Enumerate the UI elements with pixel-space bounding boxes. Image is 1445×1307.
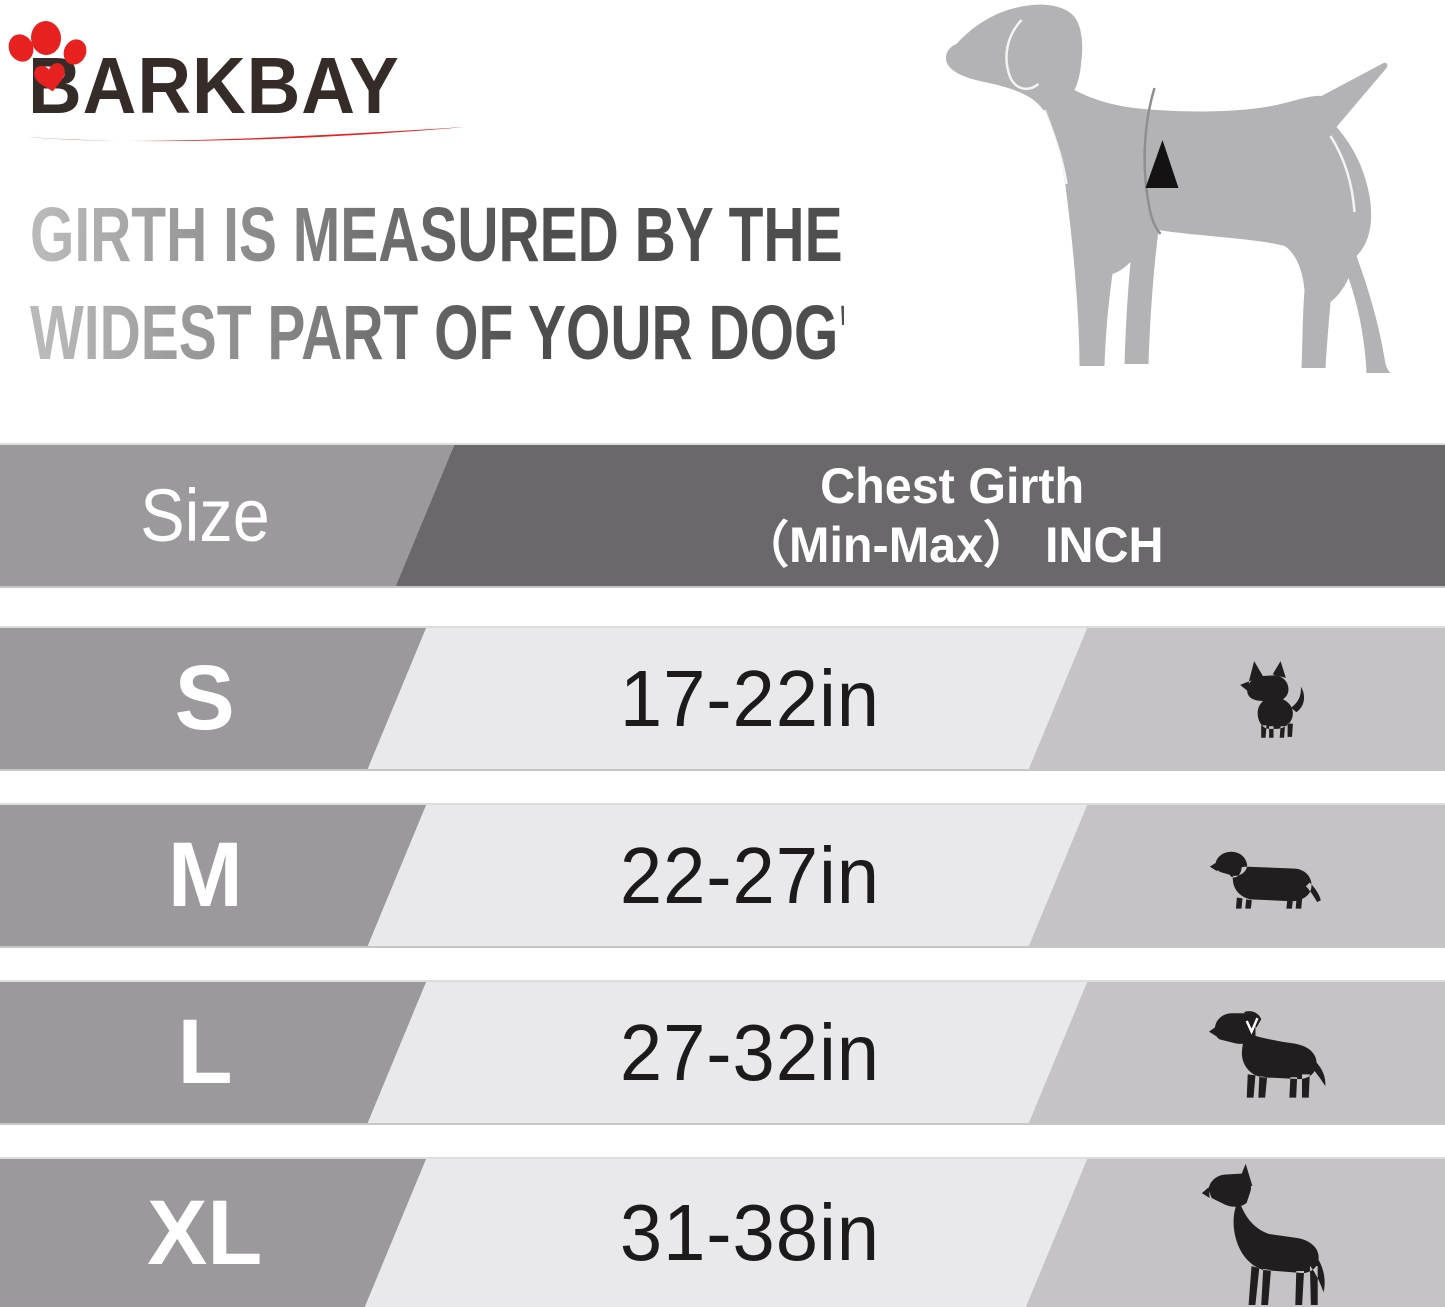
girth-instruction-text: GIRTH IS MEASURED BY THE WIDEST PART OF … — [30, 186, 1130, 382]
size-label: XL — [147, 1181, 263, 1284]
chest-highlight — [1043, 109, 1068, 185]
column-header-size: Size — [140, 474, 270, 557]
dachshund-icon — [1209, 851, 1321, 909]
brand-logo: BARKBAY — [0, 6, 500, 156]
great-dane-icon — [1201, 1163, 1325, 1306]
table-row-xl: XL 31-38in — [0, 1157, 1445, 1307]
logo-underline-swoosh — [27, 127, 465, 142]
girth-line — [1143, 87, 1162, 235]
table-row-s: S 17-22in — [0, 626, 1445, 771]
brand-name: BARKBAY — [28, 41, 400, 130]
girth-marker-triangle — [1145, 140, 1179, 188]
girth-value: 31-38in — [619, 1188, 881, 1277]
collar-mark — [1245, 1017, 1259, 1035]
size-label: M — [167, 824, 243, 926]
table-header-row: Size Chest Girth （Min-Max） INCH — [0, 443, 1445, 588]
column-header-girth-line2: （Min-Max） INCH — [740, 516, 1165, 573]
size-label: S — [174, 647, 236, 749]
paw-print-icon — [8, 21, 87, 92]
instruction-line-1: GIRTH IS MEASURED BY THE — [30, 186, 844, 284]
hip-highlight — [1329, 135, 1356, 213]
girth-value: 27-32in — [619, 1007, 881, 1097]
girth-value: 17-22in — [619, 653, 881, 743]
labrador-icon — [1208, 1010, 1326, 1098]
girth-value: 22-27in — [619, 830, 881, 920]
table-row-m: M 22-27in — [0, 803, 1445, 948]
size-label: L — [177, 1001, 233, 1103]
ear-highlight — [1005, 19, 1040, 91]
chihuahua-icon — [1240, 660, 1305, 738]
dog-girth-illustration — [945, 4, 1391, 373]
instruction-line-2: WIDEST PART OF YOUR DOG'S CHEST. — [30, 284, 1108, 382]
column-header-girth-line1: Chest Girth — [820, 457, 1085, 514]
table-row-l: L 27-32in — [0, 980, 1445, 1125]
dog-silhouette — [945, 4, 1391, 373]
